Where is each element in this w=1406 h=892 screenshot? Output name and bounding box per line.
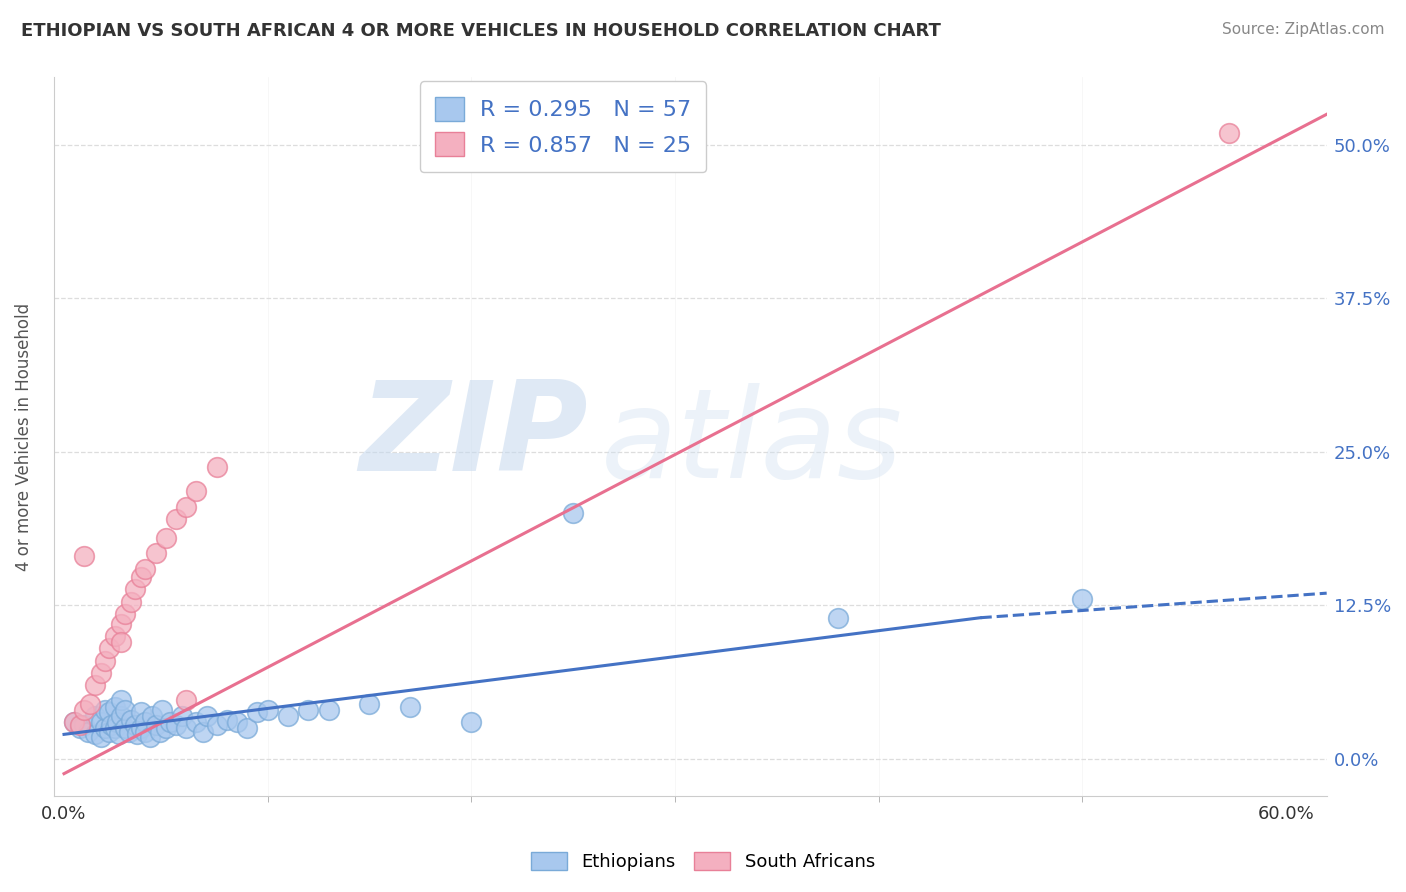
Point xyxy=(226,715,249,730)
Point xyxy=(246,705,269,719)
Point xyxy=(1218,126,1240,140)
Point xyxy=(172,709,194,723)
Point xyxy=(318,703,340,717)
Point xyxy=(1071,592,1094,607)
Point xyxy=(79,697,101,711)
Point xyxy=(110,709,132,723)
Point xyxy=(94,654,117,668)
Point xyxy=(97,641,120,656)
Point xyxy=(90,730,112,744)
Text: ETHIOPIAN VS SOUTH AFRICAN 4 OR MORE VEHICLES IN HOUSEHOLD CORRELATION CHART: ETHIOPIAN VS SOUTH AFRICAN 4 OR MORE VEH… xyxy=(21,22,941,40)
Point xyxy=(277,709,299,723)
Point xyxy=(83,709,105,723)
Point xyxy=(94,703,117,717)
Point xyxy=(359,697,381,711)
Text: atlas: atlas xyxy=(602,384,903,504)
Point xyxy=(69,721,91,735)
Point xyxy=(165,512,187,526)
Point xyxy=(134,561,156,575)
Point xyxy=(94,721,117,735)
Point xyxy=(155,531,177,545)
Point xyxy=(256,703,278,717)
Point xyxy=(149,725,172,739)
Point xyxy=(77,725,100,739)
Point xyxy=(127,727,149,741)
Point xyxy=(131,570,153,584)
Point xyxy=(105,715,128,730)
Point xyxy=(205,717,228,731)
Point xyxy=(145,717,167,731)
Point xyxy=(124,717,146,731)
Point xyxy=(90,665,112,680)
Point xyxy=(205,459,228,474)
Point xyxy=(104,700,127,714)
Point xyxy=(155,721,177,735)
Point xyxy=(120,595,142,609)
Point xyxy=(150,703,173,717)
Point xyxy=(114,721,136,735)
Point xyxy=(108,727,131,741)
Point xyxy=(63,715,86,730)
Point xyxy=(83,678,105,692)
Point xyxy=(120,713,142,727)
Point xyxy=(236,721,259,735)
Point xyxy=(131,705,153,719)
Point xyxy=(83,727,105,741)
Point xyxy=(97,725,120,739)
Point xyxy=(145,546,167,560)
Point xyxy=(63,715,86,730)
Point xyxy=(174,721,197,735)
Point xyxy=(73,717,96,731)
Point xyxy=(131,721,153,735)
Legend: R = 0.295   N = 57, R = 0.857   N = 25: R = 0.295 N = 57, R = 0.857 N = 25 xyxy=(419,81,706,172)
Point xyxy=(114,607,136,621)
Point xyxy=(118,725,141,739)
Point xyxy=(114,703,136,717)
Point xyxy=(138,730,160,744)
Point xyxy=(827,611,849,625)
Point xyxy=(110,693,132,707)
Text: ZIP: ZIP xyxy=(360,376,589,497)
Point xyxy=(460,715,482,730)
Point xyxy=(73,703,96,717)
Point xyxy=(562,506,585,520)
Text: Source: ZipAtlas.com: Source: ZipAtlas.com xyxy=(1222,22,1385,37)
Point xyxy=(195,709,218,723)
Point xyxy=(69,717,91,731)
Point xyxy=(141,709,163,723)
Point xyxy=(297,703,319,717)
Point xyxy=(191,725,214,739)
Y-axis label: 4 or more Vehicles in Household: 4 or more Vehicles in Household xyxy=(15,302,32,571)
Point xyxy=(90,715,112,730)
Point xyxy=(174,500,197,515)
Point xyxy=(174,693,197,707)
Point xyxy=(97,705,120,719)
Point xyxy=(399,700,422,714)
Point xyxy=(186,715,208,730)
Point xyxy=(215,713,238,727)
Point xyxy=(124,582,146,597)
Point xyxy=(110,616,132,631)
Point xyxy=(104,629,127,643)
Point xyxy=(104,721,127,735)
Point xyxy=(134,715,156,730)
Point xyxy=(73,549,96,564)
Point xyxy=(186,484,208,499)
Point xyxy=(100,717,122,731)
Point xyxy=(159,715,181,730)
Legend: Ethiopians, South Africans: Ethiopians, South Africans xyxy=(524,845,882,879)
Point xyxy=(134,725,156,739)
Point xyxy=(165,717,187,731)
Point xyxy=(110,635,132,649)
